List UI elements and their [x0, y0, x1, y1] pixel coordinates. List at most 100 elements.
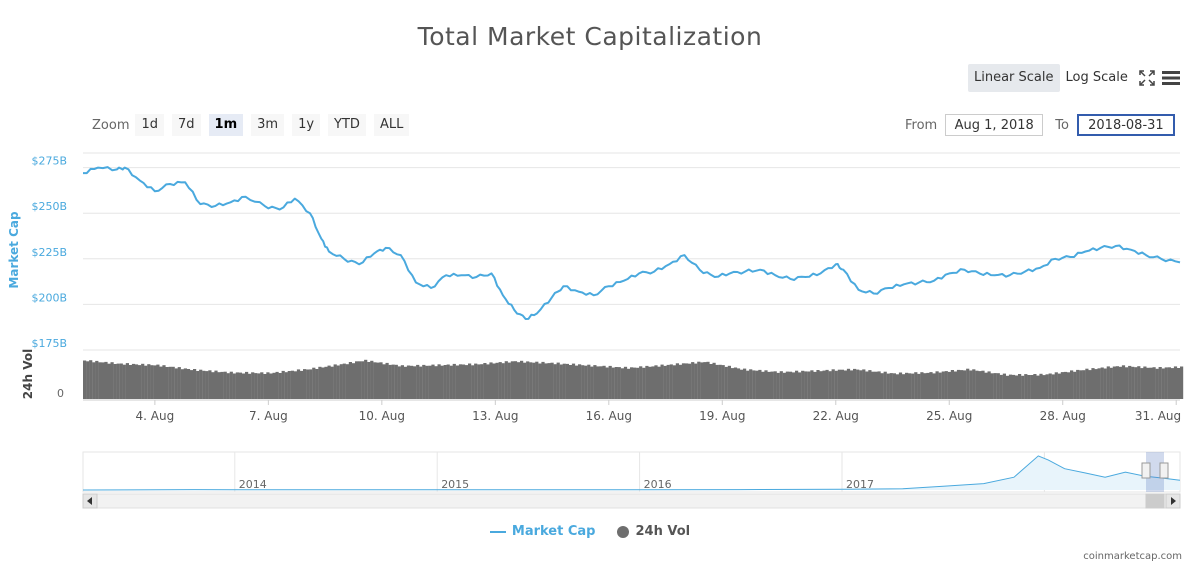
volume-bar — [1042, 375, 1046, 399]
navigator-tick-label: 2017 — [846, 478, 874, 491]
navigator-handle-right[interactable] — [1159, 462, 1169, 479]
volume-bar — [104, 361, 108, 399]
volume-bar — [1054, 372, 1058, 399]
volume-bar — [1036, 375, 1040, 399]
volume-bar — [978, 371, 982, 399]
volume-bar — [516, 362, 521, 399]
volume-bar — [248, 373, 252, 399]
zoom-1m-button[interactable]: 1m — [208, 114, 244, 136]
legend-item-volume[interactable]: 24h Vol — [617, 524, 690, 539]
legend-item-market-cap[interactable]: Market Cap — [489, 524, 595, 539]
volume-bar — [385, 362, 389, 399]
zoom-1y-button[interactable]: 1y — [292, 114, 321, 136]
volume-bar — [281, 370, 285, 399]
volume-bar — [761, 371, 765, 399]
volume-bar — [245, 371, 249, 399]
navigator-selection[interactable] — [1146, 452, 1164, 492]
volume-bar — [678, 364, 683, 399]
volume-bar — [593, 365, 597, 399]
volume-bar — [657, 366, 661, 399]
x-tick-label: 4. Aug — [136, 409, 175, 423]
volume-bar — [510, 361, 514, 399]
volume-bar — [159, 366, 163, 399]
scrollbar-track[interactable] — [82, 493, 1181, 509]
navigator-handle-left[interactable] — [1141, 462, 1151, 479]
volume-bar — [990, 373, 994, 399]
zoom-ytd-button[interactable]: YTD — [328, 114, 366, 136]
volume-bar — [813, 371, 817, 399]
navigator-scrollbar[interactable] — [82, 493, 1181, 509]
volume-bar — [471, 365, 475, 399]
volume-bar — [171, 366, 175, 399]
volume-series — [83, 359, 1184, 399]
volume-bar — [914, 372, 918, 399]
volume-bar — [966, 368, 970, 399]
volume-bar — [617, 367, 621, 399]
volume-bar — [895, 374, 899, 399]
volume-bar — [186, 369, 191, 399]
volume-bar — [782, 372, 786, 399]
volume-bar — [740, 369, 744, 399]
volume-bar — [850, 370, 854, 399]
volume-bar — [449, 365, 453, 399]
volume-bar — [1005, 375, 1009, 399]
volume-bar — [1018, 374, 1022, 399]
y-tick-label: $275B — [31, 155, 67, 168]
volume-bar — [92, 362, 96, 399]
from-date-input[interactable] — [945, 114, 1044, 136]
volume-bar — [626, 368, 631, 399]
volume-bar — [507, 362, 511, 399]
volume-bar — [1146, 367, 1150, 399]
volume-bar — [681, 363, 686, 399]
volume-bar — [810, 370, 814, 399]
x-tick-label: 16. Aug — [586, 409, 632, 423]
volume-bar — [630, 367, 634, 399]
volume-bar — [162, 365, 166, 399]
scrollbar-thumb[interactable] — [1145, 493, 1165, 509]
volume-bar — [938, 372, 942, 399]
volume-bar — [880, 373, 884, 399]
zoom-1d-button[interactable]: 1d — [135, 114, 165, 136]
volume-bar — [911, 373, 915, 399]
volume-bar — [391, 364, 395, 399]
volume-bar — [1180, 366, 1184, 399]
volume-bar — [801, 370, 805, 399]
scale-toolbar: Linear Scale Log Scale — [968, 64, 1182, 92]
menu-icon[interactable] — [1160, 64, 1182, 92]
log-scale-button[interactable]: Log Scale — [1065, 70, 1128, 85]
volume-bar — [660, 364, 664, 399]
volume-bar — [486, 364, 490, 399]
volume-bar — [749, 369, 753, 399]
zoom-3m-button[interactable]: 3m — [251, 114, 285, 136]
volume-bar — [504, 361, 508, 399]
volume-bar — [892, 373, 896, 399]
volume-bar — [98, 362, 102, 399]
fullscreen-icon[interactable] — [1136, 64, 1158, 92]
volume-bar — [1125, 367, 1129, 399]
to-date-input[interactable] — [1076, 114, 1175, 136]
volume-bar — [956, 369, 961, 399]
volume-bar — [544, 363, 548, 399]
volume-bar — [428, 365, 432, 399]
credit-link[interactable]: coinmarketcap.com — [1083, 551, 1182, 562]
zoom-all-button[interactable]: ALL — [373, 114, 410, 136]
volume-bar — [672, 365, 676, 399]
volume-bar — [865, 371, 869, 399]
volume-bar — [520, 360, 524, 399]
volume-bar — [831, 369, 835, 399]
linear-scale-button[interactable]: Linear Scale — [968, 64, 1060, 92]
volume-bar — [712, 362, 716, 399]
volume-bar — [816, 370, 820, 399]
volume-bar — [587, 364, 591, 399]
volume-bar — [269, 373, 273, 399]
x-tick-label: 7. Aug — [249, 409, 288, 423]
navigator[interactable]: 20142015201620172018 — [82, 451, 1181, 493]
volume-bar — [263, 374, 267, 399]
volume-bar — [125, 363, 129, 399]
volume-bar — [975, 370, 979, 399]
volume-bar — [553, 364, 557, 399]
volume-bar — [917, 373, 921, 399]
volume-bar — [348, 362, 352, 399]
volume-bar — [886, 373, 890, 399]
zoom-7d-button[interactable]: 7d — [172, 114, 201, 136]
